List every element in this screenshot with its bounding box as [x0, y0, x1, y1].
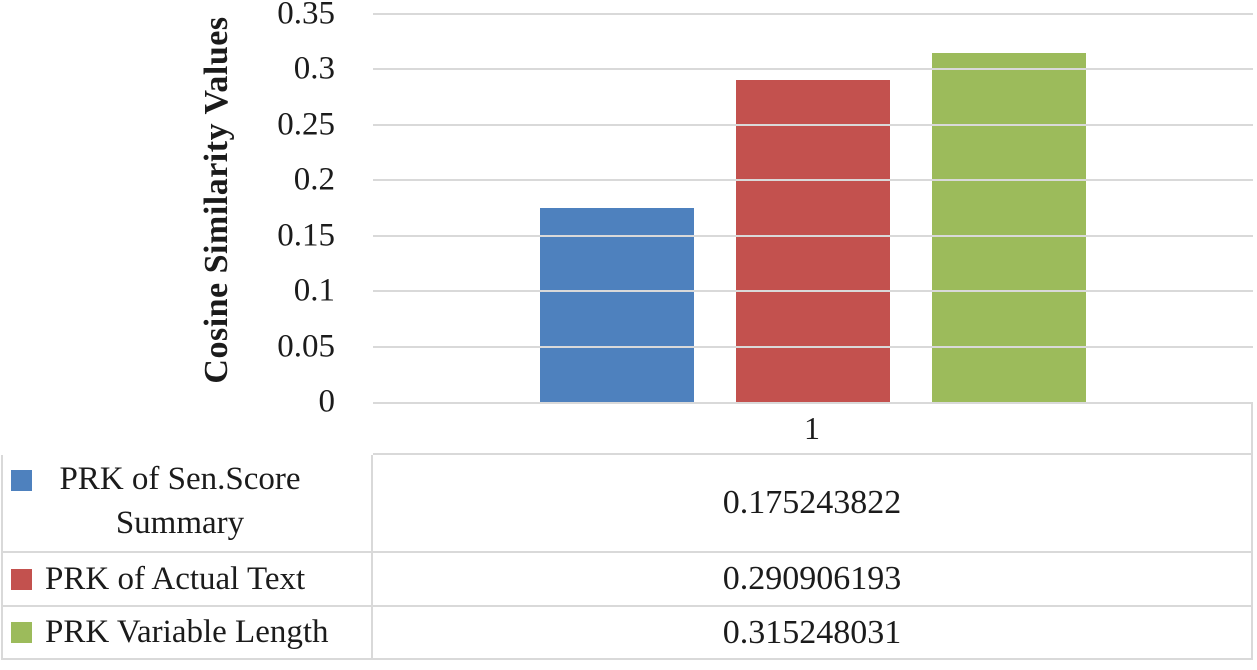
- value-cell-prk-actual-text: 0.290906193: [373, 553, 1253, 607]
- gridline: [373, 179, 1253, 182]
- category-label: 1: [373, 402, 1253, 455]
- y-axis-tick-label: 0.2: [293, 161, 335, 198]
- y-axis-tick-label: 0.15: [277, 217, 335, 254]
- legend-label: PRK of Actual Text: [45, 560, 306, 597]
- legend-label: PRK of Sen.Score Summary: [59, 461, 301, 542]
- bar-group: [373, 52, 1253, 402]
- legend-label: PRK Variable Length: [45, 614, 329, 651]
- bar-prk-of-actual-text: [736, 79, 890, 402]
- y-axis-tick-label: 0: [318, 383, 336, 420]
- legend-swatch-red: [11, 568, 32, 590]
- value-cell-prk-sen-score-summary: 0.175243822: [373, 455, 1253, 553]
- y-axis-tick-label: 0.1: [293, 272, 335, 309]
- legend-row-prk-actual-text: PRK of Actual Text: [1, 553, 373, 607]
- data-table-corner-spacer: [1, 402, 373, 455]
- legend-swatch-blue: [11, 470, 32, 491]
- value-cell-prk-variable-length: 0.315248031: [373, 607, 1253, 660]
- bar-prk-of-sen-score-summary: [540, 207, 694, 402]
- gridline: [373, 123, 1253, 126]
- legend-row-prk-sen-score-summary: PRK of Sen.Score Summary: [1, 455, 373, 553]
- gridline: [373, 68, 1253, 71]
- legend-swatch-green: [11, 622, 32, 643]
- y-axis-tick-labels: 0.35 0.3 0.25 0.2 0.15 0.1 0.05 0: [160, 0, 335, 418]
- legend-row-prk-variable-length: PRK Variable Length: [1, 607, 373, 660]
- data-table: 1 PRK of Sen.Score Summary 0.175243822 P…: [1, 402, 1253, 660]
- gridline: [373, 234, 1253, 237]
- y-axis-tick-label: 0.25: [277, 106, 335, 143]
- gridline: [373, 345, 1253, 348]
- plot-area: [373, 13, 1253, 402]
- bar-prk-variable-length: [932, 52, 1086, 402]
- gridline: [373, 13, 1253, 15]
- gridline: [373, 290, 1253, 293]
- y-axis-tick-label: 0.3: [293, 50, 335, 87]
- y-axis-tick-label: 0.05: [277, 328, 335, 365]
- y-axis-tick-label: 0.35: [277, 0, 335, 32]
